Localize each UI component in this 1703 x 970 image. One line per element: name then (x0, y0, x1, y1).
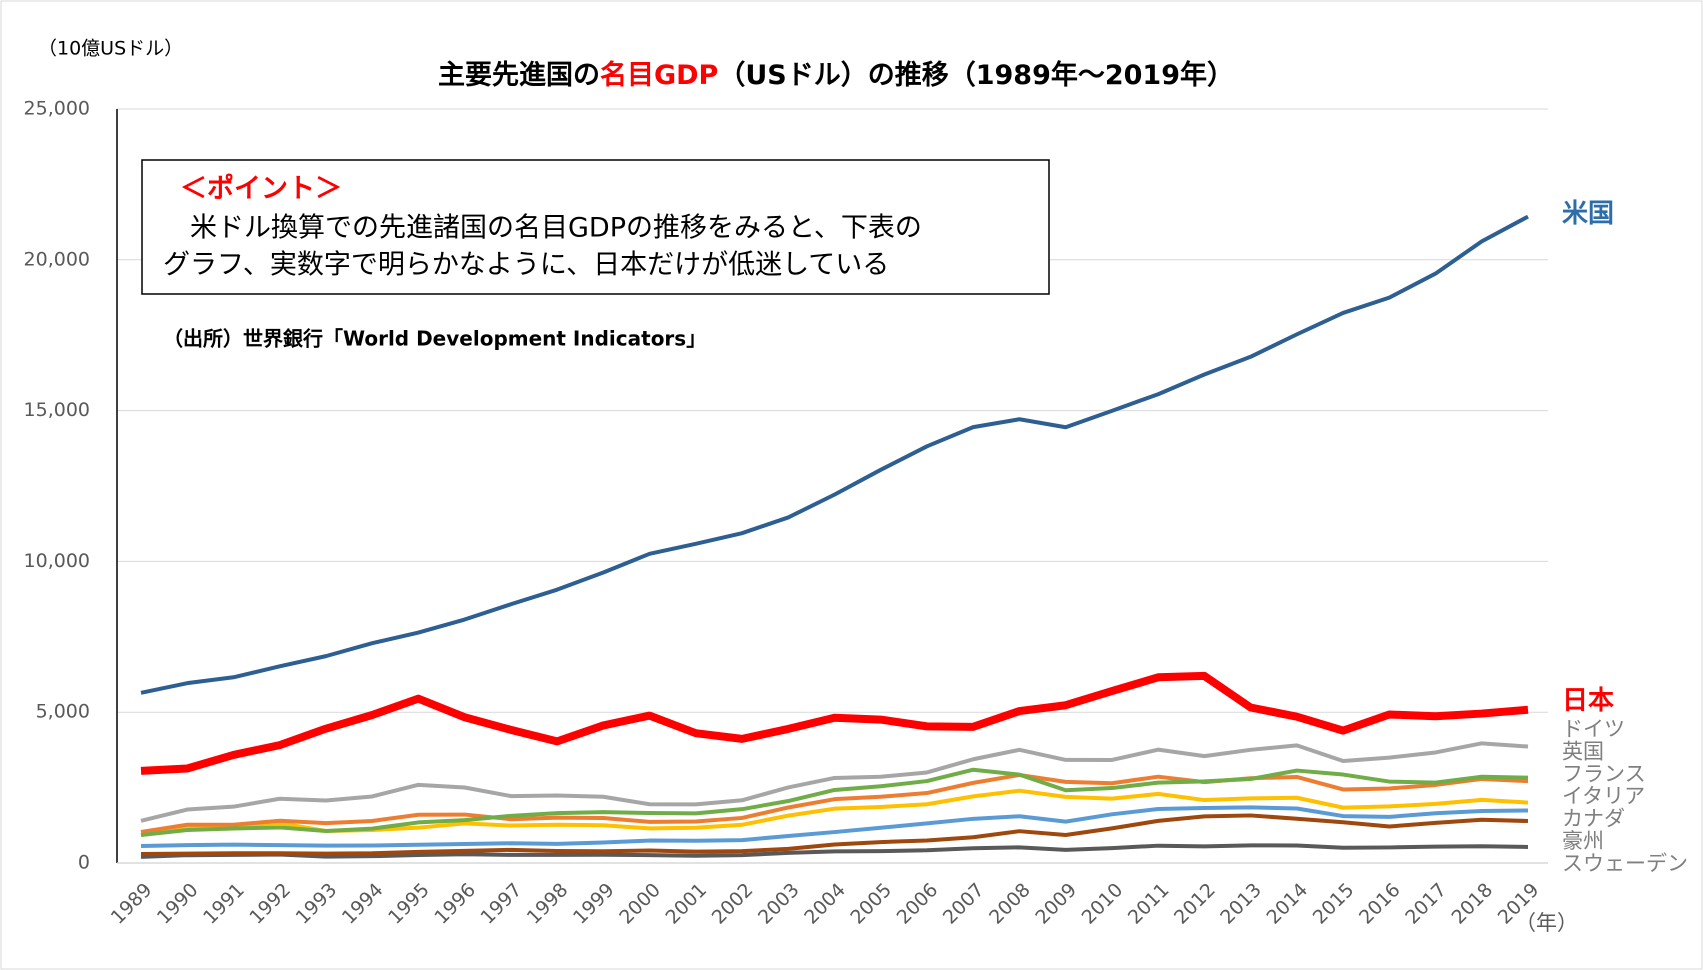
series-label: 豪州 (1562, 829, 1604, 853)
y-tick-label: 20,000 (24, 248, 90, 270)
x-tick-label: 2005 (846, 879, 896, 929)
annotation-text: グラフ、実数字で明らかなように、日本だけが低迷している (163, 250, 889, 281)
title-highlight: 名目GDP (600, 59, 718, 91)
x-tick-label: 2000 (615, 879, 665, 929)
annotation-heading: ＜ポイント＞ (180, 174, 342, 205)
x-tick-label: 2016 (1355, 879, 1405, 929)
x-tick-label: 2011 (1124, 879, 1174, 929)
y-tick-label: 10,000 (24, 550, 90, 572)
x-tick-label: 2013 (1216, 879, 1266, 929)
series-label: 日本 (1562, 686, 1614, 716)
source-note: （出所）世界銀行「World Development Indicators」 (163, 327, 706, 351)
x-tick-label: 2009 (1031, 879, 1081, 929)
series-line (140, 772, 1529, 834)
x-tick-label: 1993 (292, 879, 342, 929)
x-tick-label: 2006 (893, 879, 943, 929)
title-part: （USドル）の推移（1989年～2019年） (718, 59, 1234, 91)
series-line (140, 741, 1529, 823)
x-tick-label: 2010 (1078, 879, 1128, 929)
series-label: 英国 (1562, 739, 1604, 763)
x-tick-label: 2015 (1309, 879, 1359, 929)
annotation-box (141, 159, 1050, 295)
x-tick-label: 2017 (1401, 879, 1451, 929)
x-tick-label: 1989 (107, 879, 157, 929)
x-tick-label: 2007 (939, 879, 989, 929)
x-tick-label: 2018 (1447, 879, 1497, 929)
series-label: ドイツ (1562, 717, 1625, 741)
x-tick-label: 1999 (569, 879, 619, 929)
y-tick-label: 25,000 (24, 98, 90, 120)
series-line (140, 813, 1529, 856)
x-tick-label: 2002 (708, 879, 758, 929)
y-tick-label: 0 (78, 852, 90, 874)
x-tick-label: 1992 (245, 879, 295, 929)
x-unit: （年） (1515, 911, 1578, 935)
chart-title: 主要先進国の名目GDP（USドル）の推移（1989年～2019年） (438, 59, 1234, 91)
series-label: カナダ (1562, 807, 1625, 831)
unit-label: （10億USドル） (38, 38, 183, 60)
x-tick-label: 1990 (153, 879, 203, 929)
x-tick-label: 1991 (199, 879, 249, 929)
series-label: 米国 (1562, 199, 1614, 229)
x-tick-label: 1996 (430, 879, 480, 929)
title-part: 主要先進国の (438, 60, 600, 91)
x-tick-label: 2001 (661, 879, 711, 929)
x-tick-label: 2004 (800, 879, 850, 929)
x-tick-label: 2003 (754, 879, 804, 929)
x-tick-label: 1997 (477, 879, 527, 929)
x-tick-label: 1994 (338, 879, 388, 929)
x-tick-label: 1995 (384, 879, 434, 929)
series-line (140, 805, 1529, 848)
series-line (140, 843, 1529, 859)
series-label: フランス (1562, 762, 1646, 786)
series-line (140, 214, 1529, 695)
series-label: イタリア (1562, 784, 1645, 808)
x-tick-label: 2012 (1170, 879, 1220, 929)
series-label: スウェーデン (1562, 851, 1688, 875)
y-tick-label: 5,000 (36, 701, 90, 723)
series-line (140, 671, 1529, 775)
x-tick-label: 2008 (985, 879, 1035, 929)
y-tick-label: 15,000 (24, 399, 90, 421)
x-tick-label: 2014 (1263, 879, 1313, 929)
series-line (140, 767, 1529, 838)
x-tick-label: 1998 (523, 879, 573, 929)
annotation-text: 米ドル換算での先進諸国の名目GDPの推移をみると、下表の (163, 213, 922, 244)
